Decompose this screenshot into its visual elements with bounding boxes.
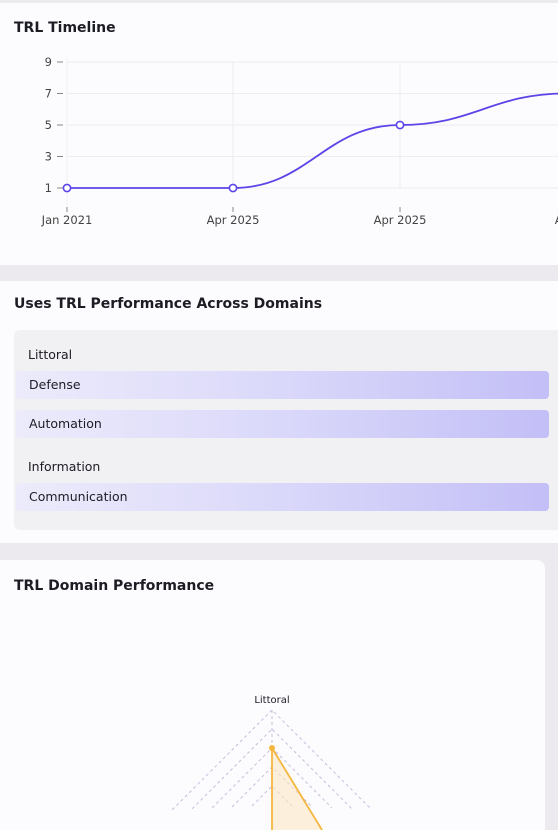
y-tick-label: 9 xyxy=(45,55,52,69)
data-point[interactable] xyxy=(395,120,405,130)
domain-label: Automation xyxy=(29,416,102,431)
radar-grid-ring xyxy=(171,709,373,811)
trl-timeline-card: TRL Timeline 1 3 5 7 9 Jan 2021 Apr 2025 Apr 2… xyxy=(0,3,558,265)
radar-title: TRL Domain Performance xyxy=(14,578,215,594)
y-tick-label: 7 xyxy=(45,87,52,101)
x-tick-label: Apr 2025 xyxy=(207,213,260,227)
domain-bar-automation[interactable]: Automation xyxy=(16,410,549,438)
y-tick-label: 5 xyxy=(45,118,52,132)
group-label-information: Information xyxy=(28,459,101,474)
trl-radar-chart: Littoral xyxy=(171,695,373,830)
domains-card: Uses TRL Performance Across Domains Litt… xyxy=(0,281,558,543)
domain-bar-defense[interactable]: Defense xyxy=(16,371,549,399)
trl-timeline-chart: 1 3 5 7 9 Jan 2021 Apr 2025 Apr 2025 Aug xyxy=(41,55,558,227)
domain-bar-communication[interactable]: Communication xyxy=(16,483,549,511)
x-tick-label: Jan 2021 xyxy=(41,213,93,227)
trl-timeline-title: TRL Timeline xyxy=(14,20,116,36)
x-tick-label: Apr 2025 xyxy=(374,213,427,227)
y-tick-label: 1 xyxy=(45,181,52,195)
y-tick-label: 3 xyxy=(45,150,52,164)
group-label-littoral: Littoral xyxy=(28,347,73,362)
trl-line-series xyxy=(67,92,558,189)
domains-panel: Littoral Defense Automation Information … xyxy=(14,330,558,530)
x-tick-label: Aug xyxy=(555,213,558,227)
domain-label: Defense xyxy=(29,377,81,392)
domain-label: Communication xyxy=(29,489,128,504)
radar-axis-label: Littoral xyxy=(254,695,289,706)
radar-grid-ring xyxy=(191,728,353,810)
data-point[interactable] xyxy=(62,183,72,193)
domains-title: Uses TRL Performance Across Domains xyxy=(14,296,323,312)
trl-domain-performance-card: TRL Domain Performance Littoral xyxy=(0,560,545,830)
data-point[interactable] xyxy=(228,183,238,193)
radar-data-point[interactable] xyxy=(269,745,275,751)
